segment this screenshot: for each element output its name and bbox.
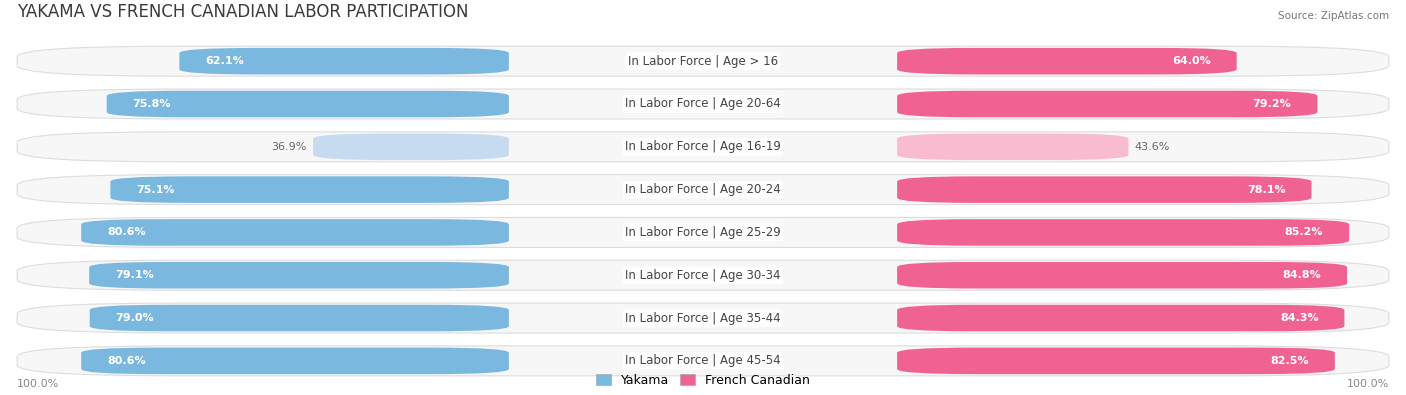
FancyBboxPatch shape xyxy=(897,91,1317,117)
Text: 100.0%: 100.0% xyxy=(1347,379,1389,389)
Text: In Labor Force | Age > 16: In Labor Force | Age > 16 xyxy=(628,55,778,68)
Text: Source: ZipAtlas.com: Source: ZipAtlas.com xyxy=(1278,11,1389,21)
Text: 82.5%: 82.5% xyxy=(1271,356,1309,366)
Text: 43.6%: 43.6% xyxy=(1135,142,1170,152)
Text: 75.8%: 75.8% xyxy=(132,99,172,109)
FancyBboxPatch shape xyxy=(897,305,1344,331)
FancyBboxPatch shape xyxy=(17,218,1389,247)
FancyBboxPatch shape xyxy=(897,176,1312,203)
FancyBboxPatch shape xyxy=(897,48,1237,75)
FancyBboxPatch shape xyxy=(314,134,509,160)
FancyBboxPatch shape xyxy=(180,48,509,75)
Text: 85.2%: 85.2% xyxy=(1285,228,1323,237)
Text: In Labor Force | Age 20-24: In Labor Force | Age 20-24 xyxy=(626,183,780,196)
Text: In Labor Force | Age 20-64: In Labor Force | Age 20-64 xyxy=(626,98,780,111)
FancyBboxPatch shape xyxy=(897,134,1129,160)
Text: 84.3%: 84.3% xyxy=(1279,313,1319,323)
Text: 79.2%: 79.2% xyxy=(1253,99,1292,109)
Text: 80.6%: 80.6% xyxy=(107,356,146,366)
FancyBboxPatch shape xyxy=(17,175,1389,205)
Text: In Labor Force | Age 45-54: In Labor Force | Age 45-54 xyxy=(626,354,780,367)
Text: 36.9%: 36.9% xyxy=(271,142,307,152)
FancyBboxPatch shape xyxy=(17,303,1389,333)
Text: 64.0%: 64.0% xyxy=(1173,56,1211,66)
Legend: Yakama, French Canadian: Yakama, French Canadian xyxy=(592,369,814,392)
Text: 78.1%: 78.1% xyxy=(1247,184,1285,195)
FancyBboxPatch shape xyxy=(17,132,1389,162)
FancyBboxPatch shape xyxy=(107,91,509,117)
Text: 79.1%: 79.1% xyxy=(115,270,153,280)
FancyBboxPatch shape xyxy=(17,260,1389,290)
FancyBboxPatch shape xyxy=(82,219,509,246)
Text: In Labor Force | Age 30-34: In Labor Force | Age 30-34 xyxy=(626,269,780,282)
FancyBboxPatch shape xyxy=(17,46,1389,76)
FancyBboxPatch shape xyxy=(17,89,1389,119)
FancyBboxPatch shape xyxy=(897,262,1347,288)
FancyBboxPatch shape xyxy=(17,346,1389,376)
Text: 100.0%: 100.0% xyxy=(17,379,59,389)
FancyBboxPatch shape xyxy=(897,219,1350,246)
FancyBboxPatch shape xyxy=(111,176,509,203)
Text: In Labor Force | Age 16-19: In Labor Force | Age 16-19 xyxy=(626,140,780,153)
Text: In Labor Force | Age 25-29: In Labor Force | Age 25-29 xyxy=(626,226,780,239)
FancyBboxPatch shape xyxy=(82,348,509,374)
Text: 80.6%: 80.6% xyxy=(107,228,146,237)
Text: YAKAMA VS FRENCH CANADIAN LABOR PARTICIPATION: YAKAMA VS FRENCH CANADIAN LABOR PARTICIP… xyxy=(17,2,468,21)
FancyBboxPatch shape xyxy=(90,305,509,331)
Text: 75.1%: 75.1% xyxy=(136,184,174,195)
Text: 79.0%: 79.0% xyxy=(115,313,155,323)
Text: In Labor Force | Age 35-44: In Labor Force | Age 35-44 xyxy=(626,312,780,325)
FancyBboxPatch shape xyxy=(897,348,1334,374)
FancyBboxPatch shape xyxy=(89,262,509,288)
Text: 62.1%: 62.1% xyxy=(205,56,245,66)
Text: 84.8%: 84.8% xyxy=(1282,270,1322,280)
